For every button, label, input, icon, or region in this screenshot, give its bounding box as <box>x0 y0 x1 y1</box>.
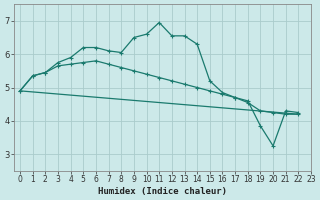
X-axis label: Humidex (Indice chaleur): Humidex (Indice chaleur) <box>98 187 227 196</box>
